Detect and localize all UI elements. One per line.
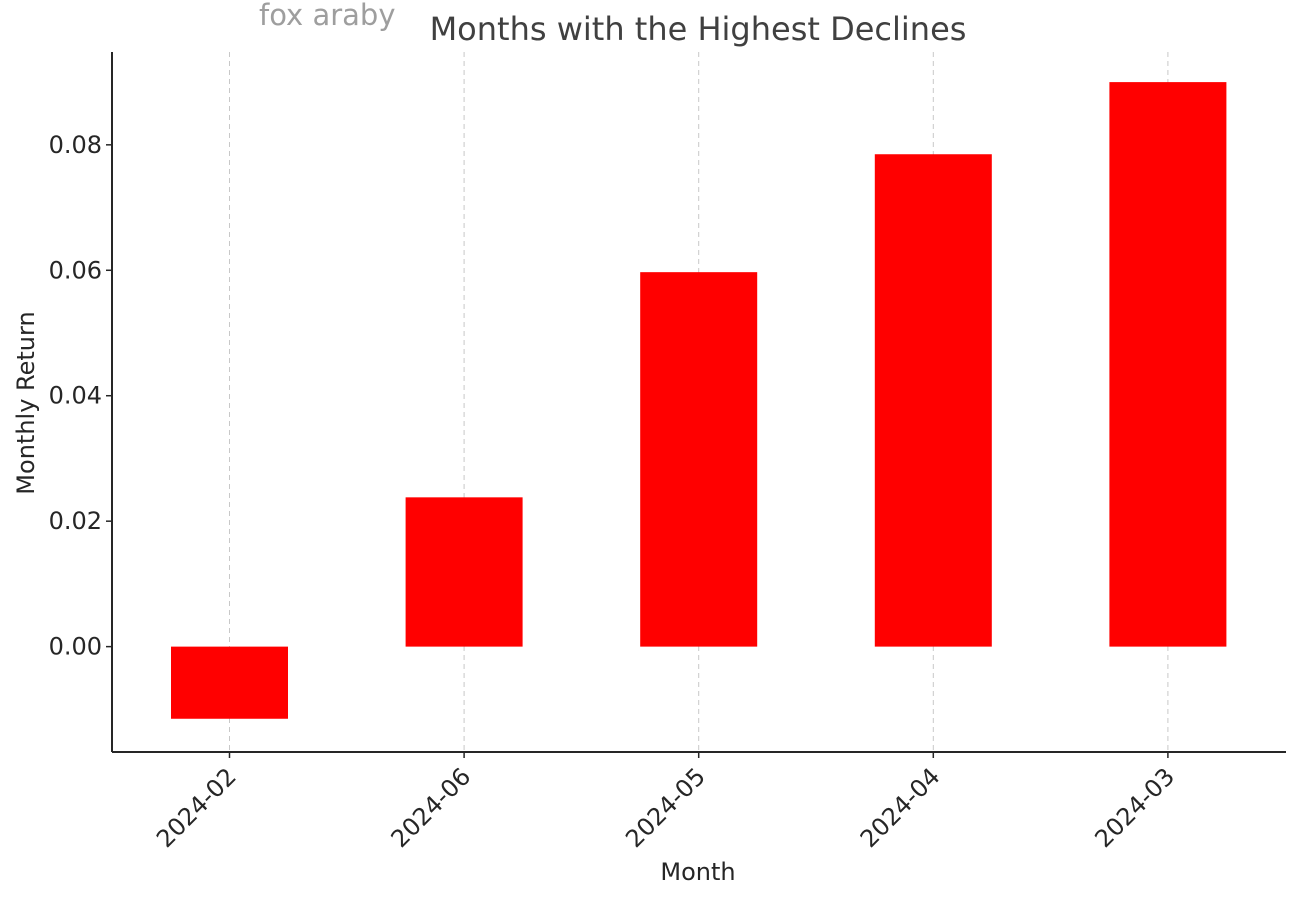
tick-labels: 0.00 0.02 0.04 0.06 0.08 2024-02 2024-06 2024-0… (49, 131, 1181, 853)
chart-title: Months with the Highest Declines (430, 10, 967, 48)
x-tick-label: 2024-02 (151, 762, 242, 853)
y-tick-label: 0.04 (49, 382, 102, 410)
y-tick-label: 0.00 (49, 633, 102, 661)
bar-2024-05 (640, 272, 758, 647)
x-tick-label: 2024-03 (1089, 762, 1180, 853)
y-axis-label: Monthly Return (12, 311, 40, 494)
axes (106, 52, 1286, 758)
y-tick-label: 0.08 (49, 131, 102, 159)
watermark: fox araby (259, 0, 396, 32)
bar-2024-04 (874, 154, 992, 647)
bars (171, 82, 1227, 719)
bar-2024-06 (405, 497, 523, 647)
x-tick-label: 2024-04 (855, 762, 946, 853)
bar-2024-03 (1109, 82, 1227, 647)
bar-2024-02 (171, 646, 288, 719)
y-tick-label: 0.02 (49, 507, 102, 535)
x-axis-label: Month (660, 858, 735, 886)
x-tick-label: 2024-06 (386, 762, 477, 853)
y-tick-label: 0.06 (49, 256, 102, 284)
x-tick-label: 2024-05 (620, 762, 711, 853)
